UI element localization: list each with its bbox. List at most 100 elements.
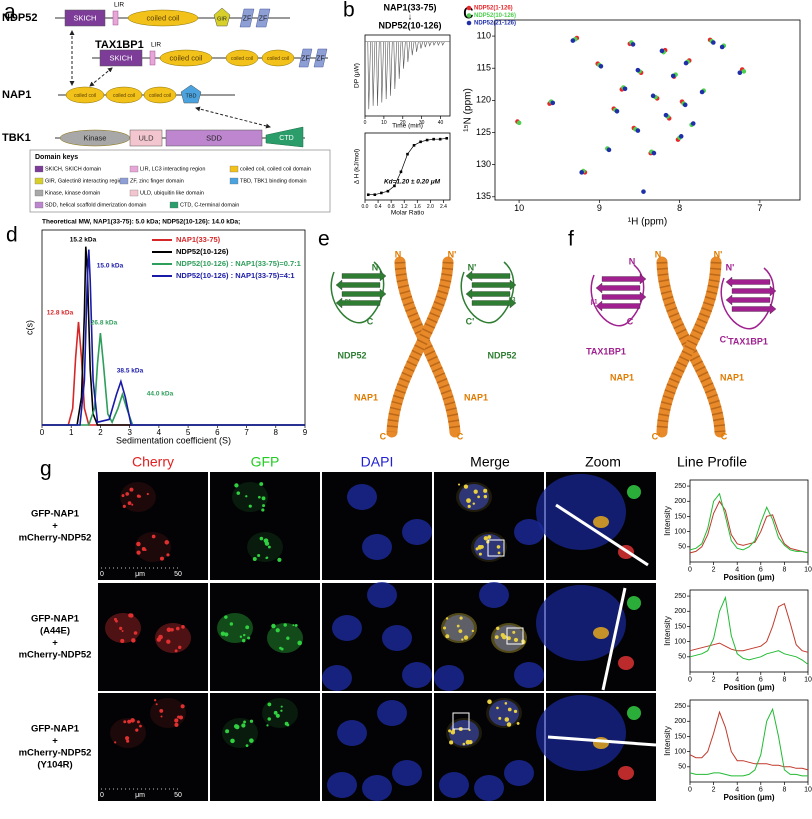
puncta <box>174 722 179 727</box>
puncta <box>273 710 278 715</box>
cytoplasm <box>456 482 492 512</box>
structure-label: N' <box>468 262 477 272</box>
peak-annotation: 26.8 kDa <box>91 320 118 327</box>
profile-line <box>555 503 649 567</box>
legend-label: NDP52(10-126) : NAP1(33-75)=4:1 <box>176 271 295 280</box>
puncta <box>261 496 266 501</box>
panel-label: a <box>4 1 16 24</box>
puncta <box>121 629 124 632</box>
key-icon <box>34 165 44 173</box>
puncta <box>283 623 287 627</box>
structure-label: N <box>372 262 379 272</box>
beta-strand <box>335 297 381 309</box>
domain-key: SKICH, SKICH domain <box>45 166 101 172</box>
y-axis-label: Intensity <box>663 616 672 646</box>
structure-label: C <box>367 316 374 326</box>
data-line <box>689 492 809 554</box>
injection-peak <box>415 41 419 52</box>
key-icon <box>129 189 139 197</box>
domain-label: coiled coil <box>113 93 135 99</box>
puncta <box>462 742 466 746</box>
peak-annotation: 38.5 kDa <box>117 368 144 375</box>
scale-bar-label: μm <box>135 571 145 578</box>
puncta <box>593 516 609 528</box>
x-tick-label: 8 <box>782 676 786 683</box>
row-label: (Y104R) <box>37 760 72 771</box>
puncta <box>593 737 609 749</box>
nucleus <box>332 615 362 641</box>
puncta <box>138 495 141 498</box>
puncta <box>154 699 157 702</box>
puncta <box>245 495 248 498</box>
puncta <box>129 613 134 618</box>
cytoplasm <box>247 532 283 562</box>
puncta <box>180 704 185 709</box>
nucleus <box>536 474 626 550</box>
x-tick-label: 7 <box>244 428 249 437</box>
data-point <box>663 112 669 118</box>
x-tick-label: 0.0 <box>362 204 369 210</box>
structure-label: C' <box>466 316 475 326</box>
puncta <box>131 638 136 643</box>
x-tick-label: 5 <box>186 428 191 437</box>
structure-label: NAP1 <box>720 372 744 382</box>
domain-label: coiled coil <box>170 53 203 62</box>
micrograph <box>210 472 320 580</box>
puncta <box>139 724 142 728</box>
domain-label: coiled coil <box>74 93 96 99</box>
puncta <box>156 637 162 642</box>
puncta <box>166 627 172 633</box>
puncta <box>286 636 290 640</box>
x-tick-label: 30 <box>419 120 425 126</box>
data-point <box>650 93 656 99</box>
x-axis-label: Position (μm) <box>723 573 774 582</box>
puncta <box>178 645 182 650</box>
puncta <box>267 545 271 549</box>
puncta <box>248 504 252 508</box>
structure-label: TAX1BP1 <box>586 346 626 356</box>
puncta <box>133 631 138 635</box>
x-tick-label: 6 <box>759 566 763 573</box>
beta-strand <box>471 297 517 309</box>
x-tick-label: 8 <box>782 566 786 573</box>
beta-strand <box>601 273 647 285</box>
y-axis-label: Intensity <box>663 726 672 756</box>
puncta <box>259 482 264 486</box>
data-point <box>659 48 665 54</box>
panel-label: d <box>6 224 18 247</box>
domain-label: CTD <box>279 135 293 142</box>
profile-line <box>547 735 657 747</box>
data-line <box>368 137 447 196</box>
cytoplasm <box>105 613 141 643</box>
data-point <box>635 128 641 133</box>
panel-label: c <box>463 1 474 24</box>
data-point <box>670 73 676 79</box>
annotation: Kd=1.20 ± 0.20 μM <box>384 179 441 186</box>
domain <box>99 49 143 67</box>
x-tick-label: 1.6 <box>414 204 421 210</box>
puncta <box>178 715 183 720</box>
puncta <box>144 548 147 552</box>
puncta <box>174 718 179 723</box>
injection-peak <box>428 41 432 47</box>
puncta <box>487 699 492 705</box>
interaction-arrow <box>195 106 271 129</box>
zoom-box <box>487 539 505 557</box>
puncta <box>496 545 501 549</box>
domain <box>180 84 202 104</box>
nucleus <box>377 700 407 726</box>
puncta <box>252 557 257 561</box>
domain-key: GIR, Galectin8 interacting region <box>45 178 125 184</box>
puncta <box>135 728 139 732</box>
cytoplasm <box>441 613 477 643</box>
beta-strand <box>731 285 777 297</box>
data-line <box>42 246 305 426</box>
peak-annotation: 44.0 kDa <box>147 391 174 398</box>
nucleus <box>536 585 626 661</box>
structure-label: NDP52 <box>487 350 516 360</box>
panel-label: f <box>568 228 574 251</box>
puncta <box>258 495 261 499</box>
puncta <box>155 703 158 706</box>
puncta <box>267 702 272 707</box>
y-tick-label: 130 <box>476 159 491 169</box>
